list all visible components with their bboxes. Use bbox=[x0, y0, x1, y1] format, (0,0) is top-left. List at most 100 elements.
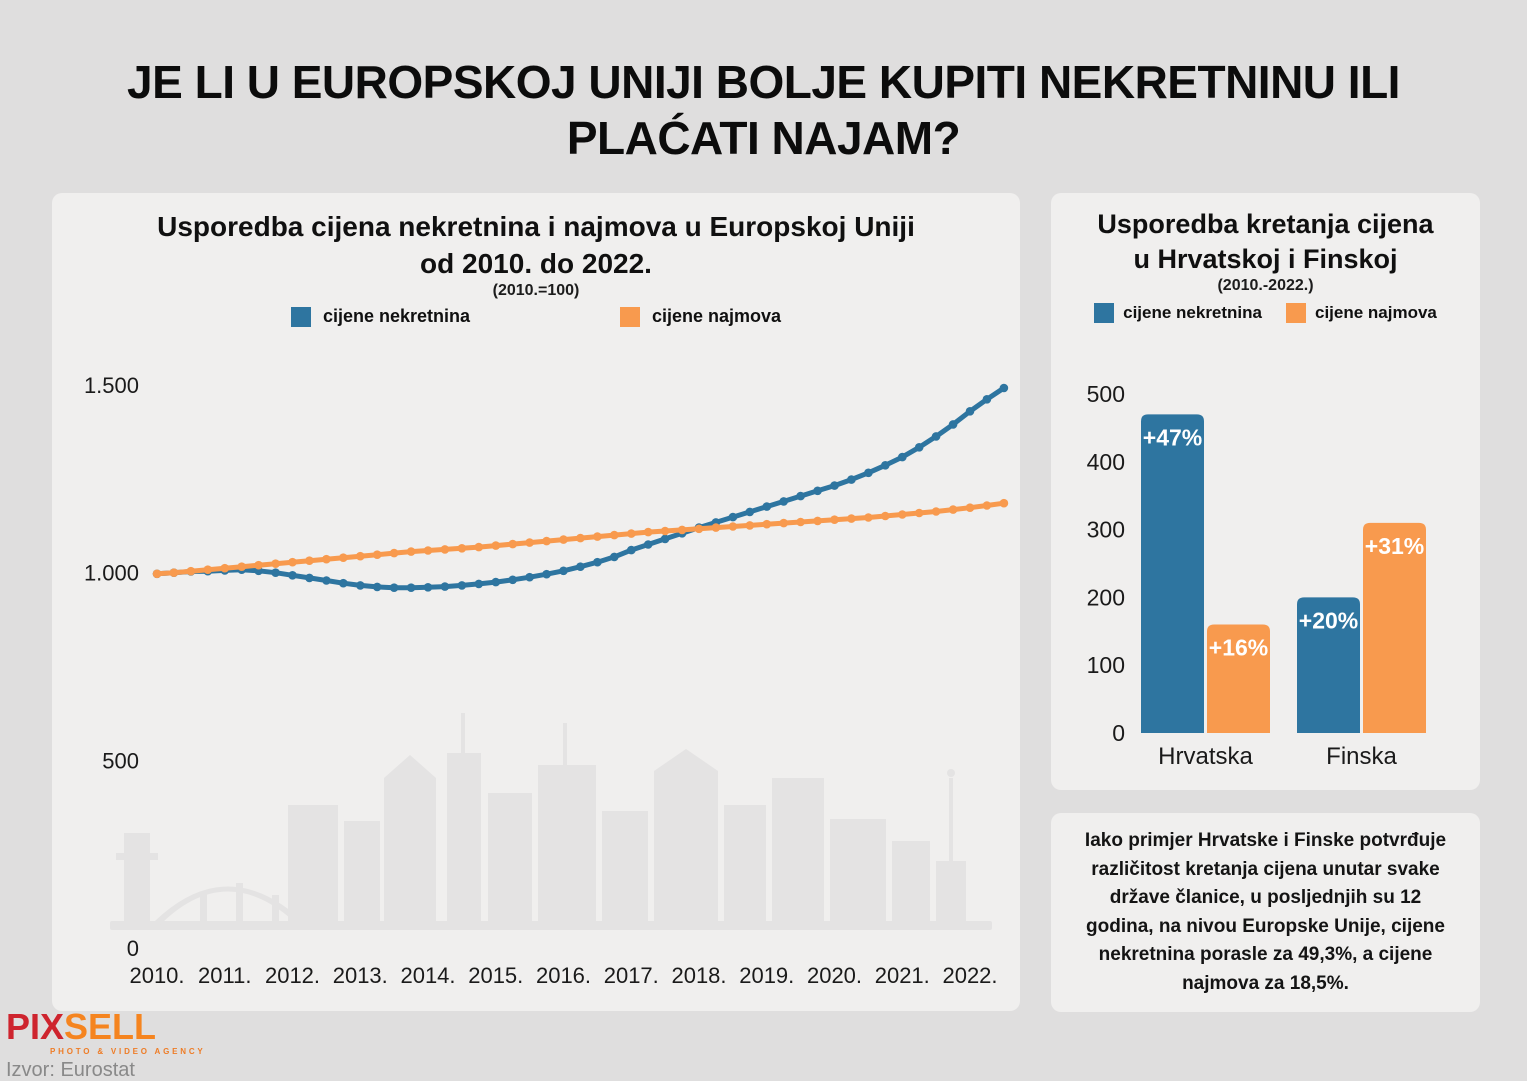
data-point bbox=[542, 536, 551, 546]
data-point bbox=[728, 512, 738, 522]
footer: PIXSELL PHOTO & VIDEO AGENCY Izvor: Euro… bbox=[6, 1009, 206, 1081]
y-axis-tick-label: 200 bbox=[1087, 584, 1125, 610]
data-point bbox=[406, 583, 416, 592]
x-axis-tick-label: 2013. bbox=[333, 963, 388, 988]
nekretnine-legend-label: cijene nekretnina bbox=[322, 306, 470, 326]
data-point bbox=[372, 550, 382, 559]
page-title: JE LI U EUROPSKOJ UNIJI BOLJE KUPITI NEK… bbox=[0, 54, 1527, 166]
bar-chart-title: Usporedba kretanja cijena u Hrvatskoj i … bbox=[1051, 207, 1480, 276]
data-point bbox=[271, 559, 280, 568]
bar-nekretnine bbox=[1141, 414, 1204, 733]
data-point bbox=[406, 547, 416, 556]
y-axis-tick-label: 400 bbox=[1087, 449, 1125, 475]
najmovi-legend-label: cijene najmova bbox=[1315, 303, 1437, 322]
data-point bbox=[186, 566, 196, 576]
data-point bbox=[322, 554, 331, 564]
data-point bbox=[660, 534, 670, 544]
data-point bbox=[627, 545, 636, 555]
line-chart-title: Usporedba cijena nekretnina i najmova u … bbox=[52, 209, 1020, 283]
data-point bbox=[931, 507, 941, 516]
data-point bbox=[610, 530, 619, 540]
summary-note-text: Iako primjer Hrvatske i Finske potvrđuje… bbox=[1084, 830, 1447, 994]
data-point bbox=[457, 544, 467, 553]
data-point bbox=[593, 557, 602, 567]
legend-item-nekretnine: cijene nekretnina bbox=[290, 306, 470, 327]
data-point bbox=[305, 573, 314, 583]
x-axis: 2010. 2011. 2012. 2013. 2014. 2015. 2016. 2017.… bbox=[129, 963, 997, 988]
data-point bbox=[288, 557, 297, 567]
data-point bbox=[881, 511, 890, 521]
data-point bbox=[339, 553, 348, 562]
data-point bbox=[576, 533, 585, 543]
line-chart-legend: cijene nekretnina cijene najmova bbox=[52, 306, 1020, 327]
data-point bbox=[271, 568, 280, 577]
bar-najmovi bbox=[1363, 522, 1426, 733]
x-axis-tick-label: 2012. bbox=[265, 963, 320, 988]
series-line bbox=[154, 385, 1007, 591]
data-point bbox=[779, 518, 788, 528]
y-axis-tick-label: 1.000 bbox=[84, 561, 139, 586]
y-axis: 0 500 1.000 1.500 bbox=[84, 373, 139, 961]
data-point bbox=[610, 552, 619, 562]
data-point bbox=[508, 539, 517, 549]
legend-item-nekretnine: cijene nekretnina bbox=[1094, 303, 1262, 323]
line-chart-subtitle: (2010.=100) bbox=[492, 282, 580, 299]
data-point bbox=[965, 503, 975, 512]
data-point bbox=[593, 532, 602, 541]
x-axis-tick-label: 2015. bbox=[468, 963, 523, 988]
x-axis-tick-label: 2022. bbox=[942, 963, 997, 988]
data-point bbox=[423, 583, 433, 592]
data-point bbox=[288, 571, 297, 580]
category-label: Hrvatska bbox=[1158, 743, 1253, 770]
bar-nekretnine bbox=[1297, 597, 1360, 733]
summary-note-panel: Iako primjer Hrvatske i Finske potvrđuje… bbox=[1051, 813, 1480, 1012]
data-point bbox=[745, 521, 755, 530]
x-axis-tick-label: 2020. bbox=[807, 963, 862, 988]
hr-fi-bar-chart-panel: 0 100 200 300 400 500 Hrvatska +47% +16% Finska +2… bbox=[1051, 193, 1480, 790]
data-point bbox=[559, 535, 568, 544]
series-najmovi bbox=[152, 498, 1009, 579]
y-axis-tick-label: 500 bbox=[1087, 381, 1125, 407]
x-axis-tick-label: 2017. bbox=[604, 963, 659, 988]
data-point bbox=[864, 513, 873, 522]
bar-chart-title-line-1: Usporedba kretanja cijena bbox=[1097, 209, 1434, 239]
data-point bbox=[627, 529, 636, 538]
y-axis-tick-label: 0 bbox=[1112, 720, 1125, 746]
data-point bbox=[931, 432, 941, 441]
data-point bbox=[440, 582, 450, 591]
bar-najmovi bbox=[1207, 624, 1270, 733]
data-point bbox=[881, 461, 890, 470]
line-chart-title-line-1: Usporedba cijena nekretnina i najmova u … bbox=[157, 211, 915, 242]
data-point bbox=[914, 508, 924, 518]
data-point bbox=[999, 498, 1009, 508]
data-point bbox=[576, 562, 585, 571]
data-point bbox=[305, 556, 314, 565]
data-point bbox=[779, 497, 788, 506]
data-point bbox=[796, 491, 805, 501]
data-point bbox=[423, 546, 433, 555]
nekretnine-legend-label: cijene nekretnina bbox=[1123, 303, 1262, 322]
data-point bbox=[711, 523, 721, 532]
nekretnine-legend-swatch-icon bbox=[290, 306, 311, 327]
pixsell-logo: PIXSELL bbox=[6, 1009, 206, 1045]
data-point bbox=[999, 383, 1009, 393]
data-point bbox=[643, 527, 653, 537]
hr-fi-bar-chart: 0 100 200 300 400 500 Hrvatska +47% +16% Finska +2… bbox=[1087, 381, 1426, 770]
data-point bbox=[457, 581, 467, 590]
x-axis-tick-label: 2011. bbox=[198, 963, 251, 988]
data-point bbox=[898, 452, 907, 462]
data-point bbox=[559, 566, 568, 576]
city-skyline-graphic bbox=[110, 713, 992, 930]
y-axis: 0 100 200 300 400 500 bbox=[1087, 381, 1125, 746]
data-point bbox=[914, 443, 924, 452]
data-point bbox=[948, 505, 958, 514]
data-point bbox=[864, 468, 873, 478]
x-axis-tick-label: 2018. bbox=[671, 963, 726, 988]
data-point bbox=[965, 407, 975, 416]
y-axis-tick-label: 300 bbox=[1087, 517, 1125, 543]
data-point bbox=[525, 538, 534, 547]
data-point bbox=[525, 572, 534, 582]
data-point bbox=[389, 583, 399, 592]
data-point bbox=[508, 575, 517, 585]
data-point bbox=[745, 507, 755, 517]
